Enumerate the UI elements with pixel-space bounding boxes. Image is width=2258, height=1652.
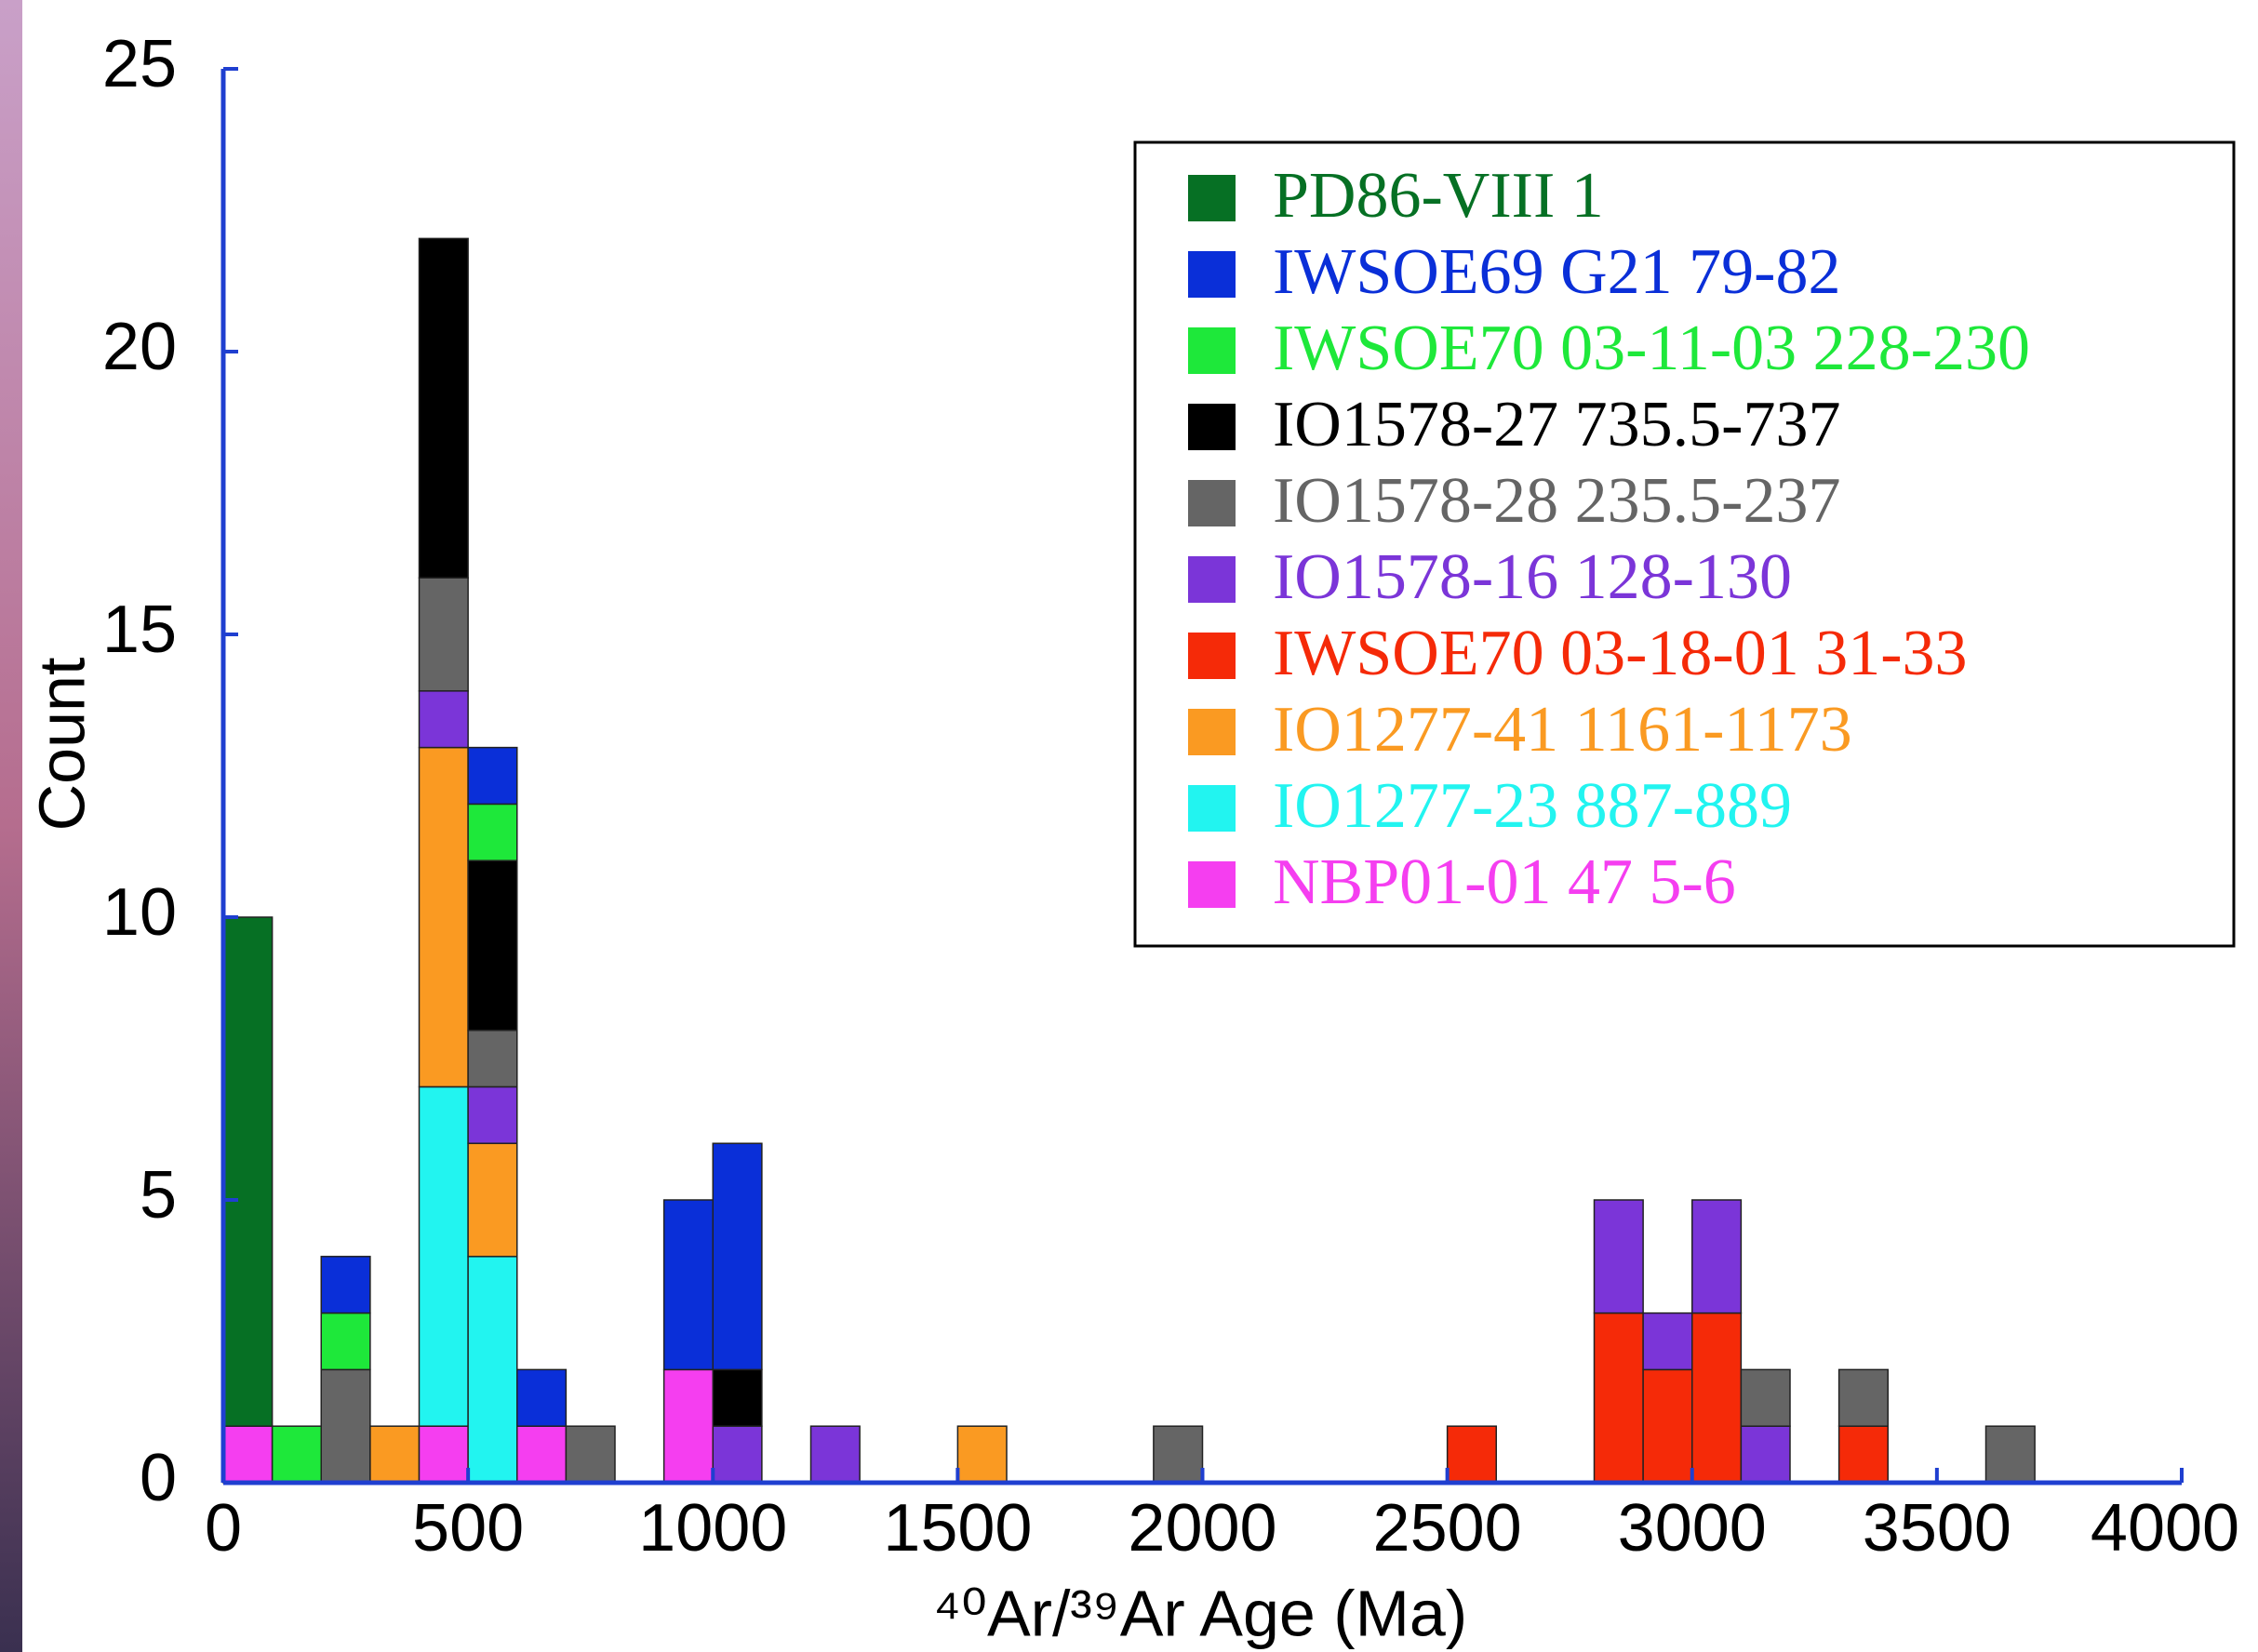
bar-segment xyxy=(565,1425,616,1484)
bar-segment xyxy=(467,859,518,1032)
x-tick-label: 4000 xyxy=(2091,1491,2239,1565)
bar-segment xyxy=(1446,1425,1497,1484)
bar-segment xyxy=(369,1425,421,1484)
bar-segment xyxy=(1740,1425,1791,1484)
bar-segment xyxy=(222,916,274,1427)
y-axis-label: Count xyxy=(25,658,98,832)
bar-segment xyxy=(467,1086,518,1144)
x-tick-label: 500 xyxy=(412,1491,524,1565)
bar-segment xyxy=(467,1142,518,1258)
legend-label: PD86-VIII 1 xyxy=(1273,160,1604,232)
x-tick-label: 1000 xyxy=(638,1491,787,1565)
bar-segment xyxy=(418,746,469,1088)
bar-segment xyxy=(712,1368,763,1427)
bar-segment xyxy=(516,1368,568,1427)
x-tick-label: 3000 xyxy=(1618,1491,1767,1565)
bar-segment xyxy=(712,1142,763,1371)
legend-label: IWSOE70 03-18-01 31-33 xyxy=(1273,618,1968,689)
y-tick-label: 25 xyxy=(102,27,177,101)
bar-segment xyxy=(1984,1425,2036,1484)
legend-swatch xyxy=(1188,556,1236,603)
x-tick-label: 2500 xyxy=(1373,1491,1522,1565)
bar-segment xyxy=(467,803,518,861)
bar-segment xyxy=(1691,1199,1743,1314)
bar-segment xyxy=(1642,1312,1693,1371)
bar-segment xyxy=(1740,1368,1791,1427)
bar-segment xyxy=(418,1086,469,1427)
legend-swatch xyxy=(1188,861,1236,908)
bar-segment xyxy=(1837,1425,1889,1484)
legend-label: IWSOE69 G21 79-82 xyxy=(1273,236,1840,308)
legend-swatch xyxy=(1188,175,1236,221)
legend-swatch xyxy=(1188,327,1236,374)
bar-segment xyxy=(516,1425,568,1484)
bar-segment xyxy=(320,1368,371,1484)
bar-segment xyxy=(712,1425,763,1484)
legend-swatch xyxy=(1188,709,1236,755)
bar-segment xyxy=(467,746,518,806)
bar-segment xyxy=(1593,1199,1644,1314)
bar-segment xyxy=(1593,1312,1644,1484)
legend-label: IWSOE70 03-11-03 228-230 xyxy=(1273,313,2030,384)
x-tick-label: 3500 xyxy=(1863,1491,2011,1565)
x-tick-label: 2000 xyxy=(1128,1491,1276,1565)
legend-label: IO1277-41 1161-1173 xyxy=(1273,694,1852,766)
legend-label: IO1578-27 735.5-737 xyxy=(1273,389,1840,460)
axes: 0 5 10 15 20 25 0 500 1000 1500 2000 2500 3000 3500 40… xyxy=(102,27,2239,1565)
bar-segment xyxy=(809,1425,861,1484)
bars xyxy=(222,237,2036,1484)
bar-segment xyxy=(662,1199,714,1371)
bar-segment xyxy=(1642,1368,1693,1484)
legend-label: NBP01-01 47 5-6 xyxy=(1273,846,1736,918)
bar-segment xyxy=(418,690,469,749)
background-strip xyxy=(0,0,22,1652)
bar-segment xyxy=(956,1425,1008,1484)
bar-segment xyxy=(1691,1312,1743,1484)
legend-swatch xyxy=(1188,404,1236,450)
legend-swatch xyxy=(1188,251,1236,298)
bar-segment xyxy=(418,237,469,579)
bar-segment xyxy=(418,577,469,692)
y-tick-label: 10 xyxy=(102,875,177,950)
legend-swatch xyxy=(1188,480,1236,526)
bar-segment xyxy=(320,1256,371,1314)
legend-label: IO1578-16 128-130 xyxy=(1273,541,1792,613)
x-axis-label: ⁴⁰Ar/³⁹Ar Age (Ma) xyxy=(933,1577,1467,1649)
legend-box xyxy=(1133,140,2236,948)
bar-segment xyxy=(467,1256,518,1484)
bar-segment xyxy=(222,1425,274,1484)
y-tick-label: 5 xyxy=(140,1158,177,1232)
x-tick-label: 1500 xyxy=(883,1491,1032,1565)
bar-segment xyxy=(662,1368,714,1484)
bar-segment xyxy=(271,1425,322,1484)
legend-swatch xyxy=(1188,785,1236,832)
x-tick-label: 0 xyxy=(205,1491,242,1565)
y-tick-label: 15 xyxy=(102,593,177,667)
bar-segment xyxy=(1837,1368,1889,1427)
legend-label: IO1277-23 887-889 xyxy=(1273,770,1792,842)
bar-segment xyxy=(418,1425,469,1484)
y-tick-label: 0 xyxy=(140,1441,177,1515)
bar-segment xyxy=(320,1312,371,1371)
bar-segment xyxy=(1153,1425,1204,1484)
y-tick-label: 20 xyxy=(102,310,177,384)
legend-label: IO1578-28 235.5-237 xyxy=(1273,465,1840,537)
legend-swatch xyxy=(1188,633,1236,679)
bar-segment xyxy=(467,1029,518,1088)
